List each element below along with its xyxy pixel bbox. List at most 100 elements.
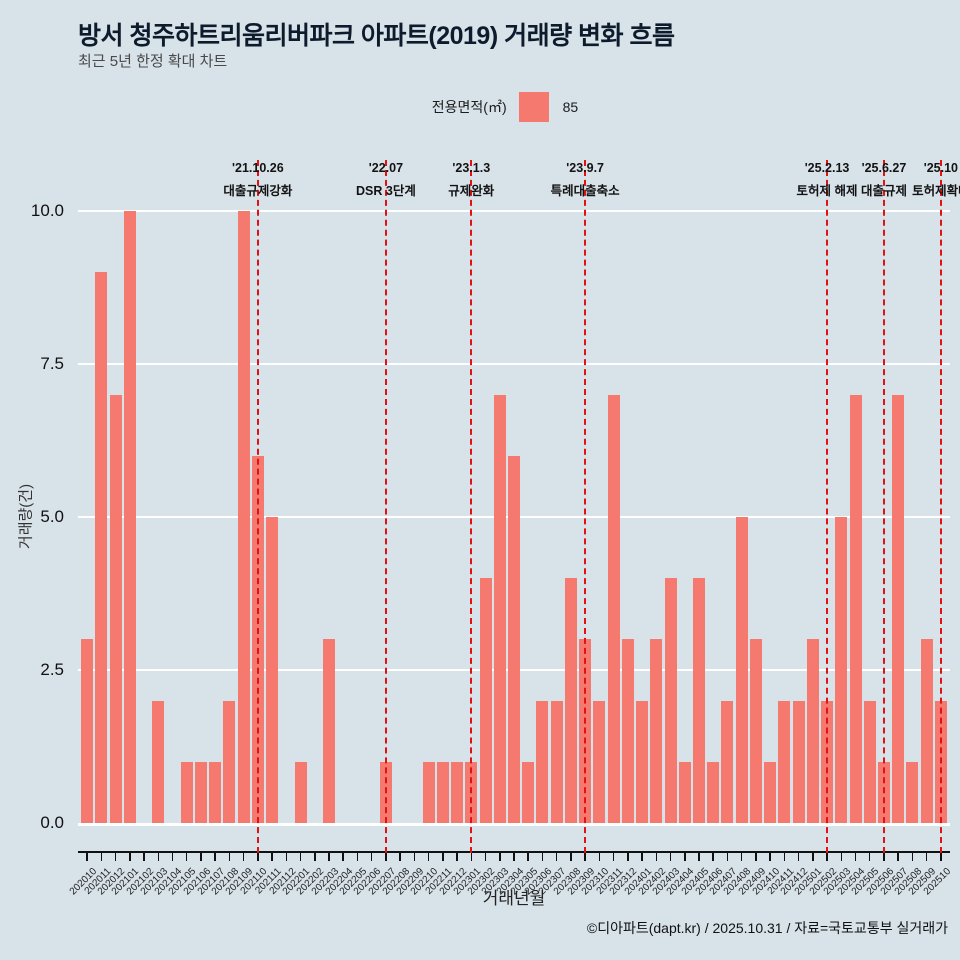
y-tick-label: 7.5 (40, 354, 64, 373)
x-tick (925, 852, 928, 861)
annotation-line-202110 (256, 160, 259, 853)
x-tick (271, 852, 273, 861)
x-tick (499, 852, 501, 861)
bar-202405 (692, 578, 705, 823)
x-tick (413, 852, 416, 861)
page-subtitle: 최근 5년 한정 확대 차트 (78, 53, 228, 70)
x-tick (228, 852, 231, 861)
bar-202410 (764, 761, 777, 823)
x-tick (897, 852, 899, 861)
x-tick (783, 852, 786, 861)
bar-202111 (266, 517, 279, 823)
y-tick-label: 2.5 (40, 660, 64, 679)
bar-202106 (194, 761, 207, 823)
x-tick (484, 852, 487, 861)
gridline-7.5 (78, 362, 950, 366)
x-tick (342, 852, 344, 861)
x-tick (442, 852, 444, 861)
x-tick (755, 852, 757, 861)
bar-202401 (636, 700, 649, 823)
annotation-line-202506 (882, 160, 885, 853)
x-tick (129, 852, 131, 861)
bar-202306 (536, 700, 549, 823)
x-tick (399, 852, 401, 861)
x-tick (570, 852, 572, 861)
x-tick (868, 852, 871, 861)
annotation-line-202502 (825, 160, 828, 853)
x-tick (740, 852, 743, 861)
x-tick (285, 852, 288, 861)
x-tick (314, 852, 316, 861)
x-tick (100, 852, 103, 861)
bar-202411 (778, 700, 791, 823)
annotation-label: 대출규제강화 (223, 184, 293, 198)
bar-202010 (81, 639, 94, 823)
x-tick (669, 852, 672, 861)
bar-202509 (920, 639, 933, 823)
x-tick (940, 852, 942, 861)
y-tick-label: 10.0 (30, 201, 64, 220)
plot-area (78, 209, 950, 826)
x-tick (627, 852, 629, 861)
legend-label: 전용면적(㎡) (431, 99, 507, 115)
y-tick-label: 5.0 (40, 507, 64, 526)
annotation-line-202301 (470, 160, 473, 853)
annotation-date: '25.2.13 (804, 161, 850, 175)
bar-202303 (493, 394, 506, 823)
bar-202203 (323, 639, 336, 823)
x-tick (584, 852, 586, 861)
bar-202504 (849, 394, 862, 823)
x-tick (370, 852, 373, 861)
x-tick (257, 852, 259, 861)
x-tick (427, 852, 430, 861)
footer-credit: ©디아파트(dapt.kr) / 2025.10.31 / 자료=국토교통부 실… (586, 920, 948, 936)
page-title: 방서 청주하트리움리버파크 아파트(2019) 거래량 변화 흐름 (78, 22, 675, 50)
bar-202404 (678, 761, 691, 823)
bar-202407 (721, 700, 734, 823)
x-tick (456, 852, 458, 861)
annotation-line-202510 (939, 160, 942, 853)
x-tick (641, 852, 643, 861)
x-tick (726, 852, 729, 861)
x-tick (598, 852, 601, 861)
x-tick (114, 852, 117, 861)
annotation-date: '23.9.7 (566, 161, 605, 175)
x-tick (812, 852, 814, 861)
bar-202101 (123, 211, 136, 823)
bar-202409 (749, 639, 762, 823)
annotation-date: '22.07 (368, 161, 404, 175)
x-tick (513, 852, 515, 861)
bar-202012 (109, 394, 122, 823)
x-axis-line (78, 851, 950, 853)
bar-202507 (892, 394, 905, 823)
x-tick (612, 852, 615, 861)
x-tick (242, 852, 245, 861)
x-tick (385, 852, 387, 861)
gridline-0.0 (78, 823, 950, 826)
x-tick (883, 852, 885, 861)
bar-202402 (650, 639, 663, 823)
bar-202406 (707, 761, 720, 823)
x-tick (555, 852, 558, 861)
bar-202311 (607, 394, 620, 823)
x-tick (769, 852, 771, 861)
x-axis-title: 거래년월 (482, 889, 546, 908)
bar-202304 (508, 455, 520, 823)
bar-202508 (906, 761, 919, 823)
bar-202408 (735, 517, 748, 823)
bar-202312 (621, 639, 634, 823)
annotation-label: 토허제 해제 (796, 184, 858, 198)
x-tick (797, 852, 800, 861)
bar-202201 (294, 761, 307, 823)
annotation-date: '21.10.26 (232, 161, 284, 175)
annotation-label: DSR 3단계 (356, 184, 416, 198)
x-tick (527, 852, 529, 861)
bar-202403 (664, 578, 677, 823)
x-tick (356, 852, 359, 861)
bar-202310 (593, 700, 606, 823)
legend-swatch (518, 92, 549, 122)
bar-202212 (451, 761, 464, 823)
x-tick (684, 852, 686, 861)
bar-202307 (550, 700, 563, 823)
legend-value: 85 (562, 99, 579, 115)
